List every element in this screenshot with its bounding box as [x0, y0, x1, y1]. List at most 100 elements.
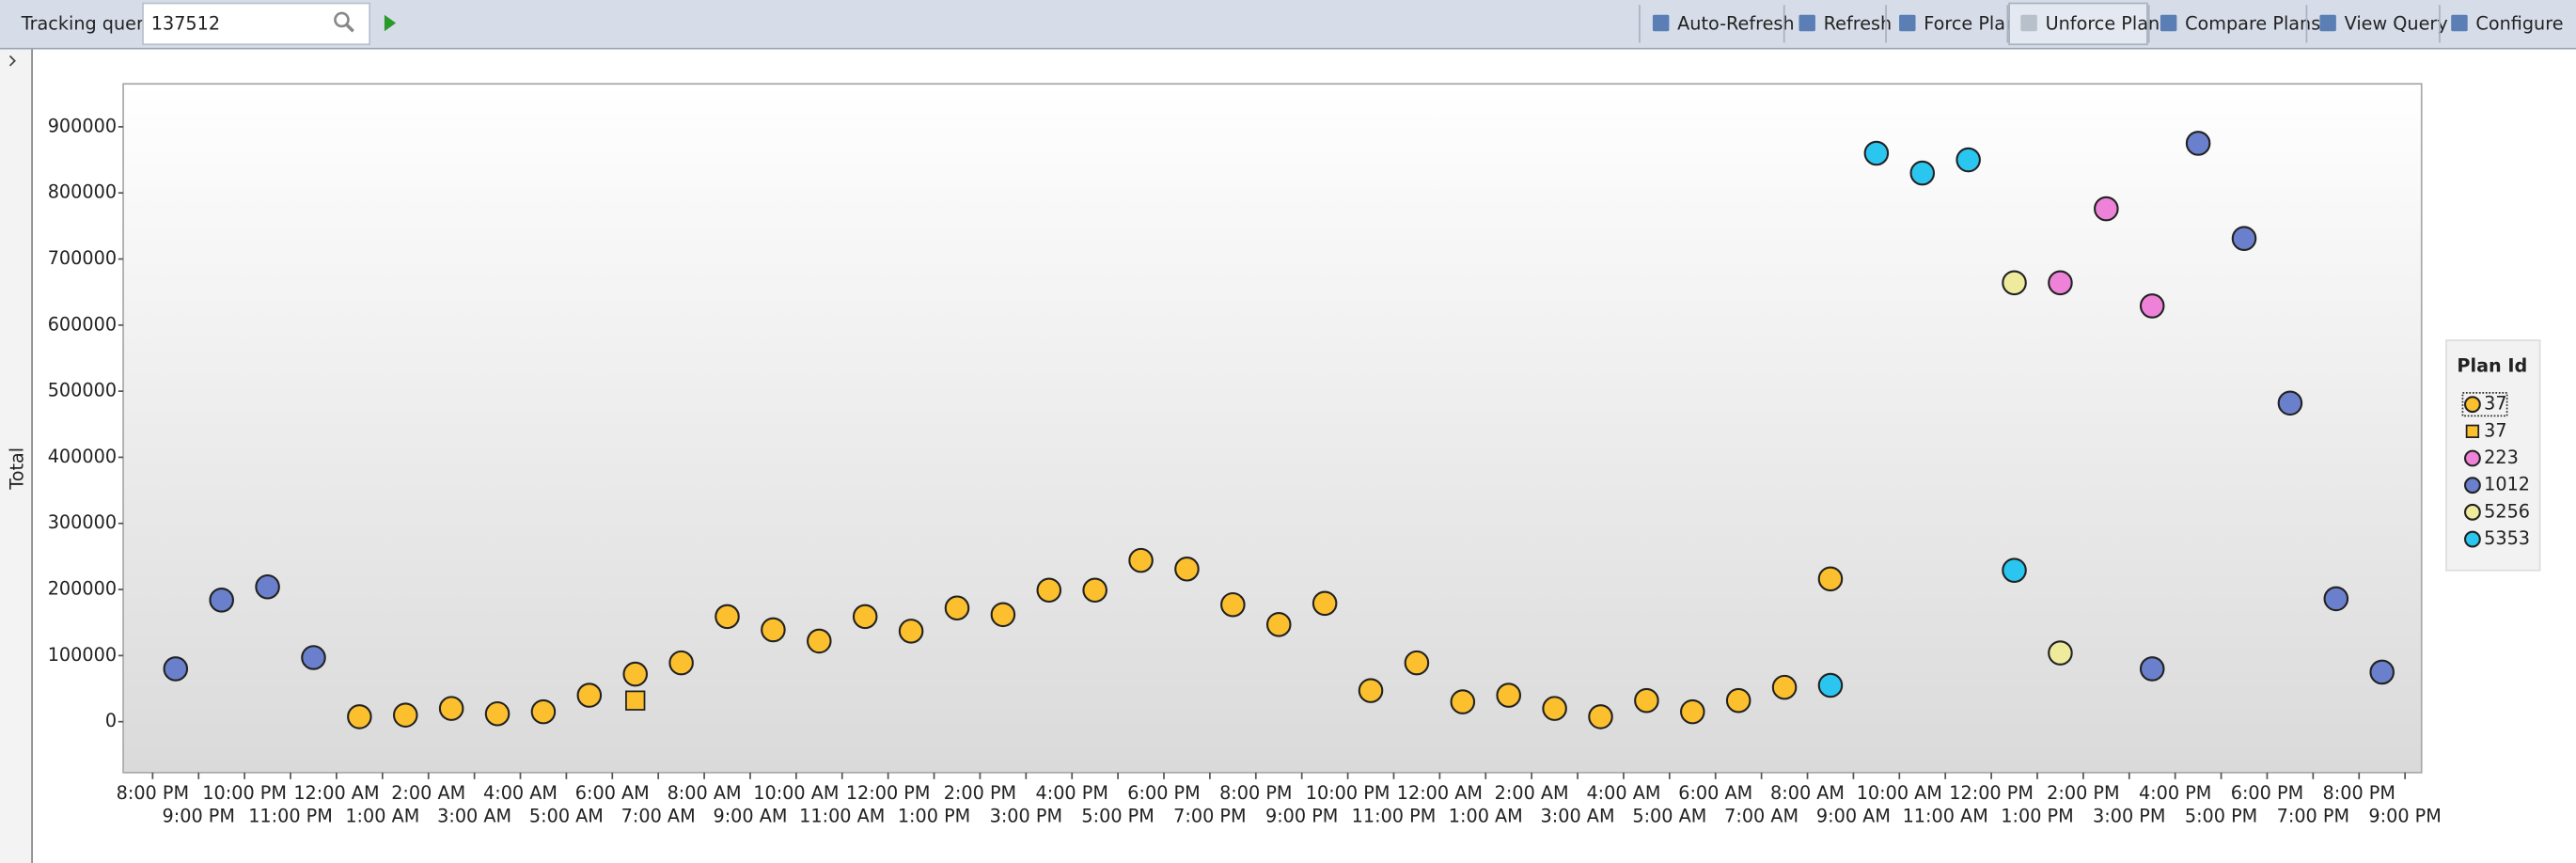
legend-marker	[2463, 396, 2481, 414]
point	[1036, 577, 1062, 604]
search-icon[interactable]	[334, 11, 354, 33]
x-tick-label: 7:00 PM	[1173, 806, 1246, 827]
point	[2139, 293, 2165, 319]
legend-entry: 37	[2484, 393, 2506, 415]
x-tick-label: 2:00 PM	[2047, 782, 2119, 804]
legend-selection	[2461, 392, 2508, 417]
expand-button[interactable]	[8, 55, 16, 67]
point	[2139, 656, 2165, 682]
point	[2094, 196, 2119, 222]
toolbar-button[interactable]: View Query	[2345, 13, 2448, 35]
x-tick-label: 10:00 AM	[1857, 782, 1942, 804]
legend-entry: 5256	[2484, 500, 2530, 522]
legend-marker	[2463, 449, 2481, 467]
x-tick-label: 12:00 AM	[293, 782, 379, 804]
x-tick-label: 10:00 AM	[753, 782, 839, 804]
button-icon	[2160, 14, 2177, 32]
point	[761, 617, 786, 643]
legend-marker	[2463, 503, 2481, 521]
y-tick-label: 600000	[48, 313, 117, 335]
y-tick-label: 900000	[48, 115, 117, 136]
x-tick-label: 6:00 AM	[575, 782, 650, 804]
x-tick-label: 5:00 PM	[1081, 806, 1154, 827]
point	[392, 702, 418, 728]
x-tick-label: 9:00 AM	[1816, 806, 1891, 827]
legend-title: Plan Id	[2457, 354, 2527, 376]
x-tick-label: 10:00 PM	[202, 782, 287, 804]
toolbar-button[interactable]: Configure	[2475, 13, 2563, 35]
x-tick-label: 9:00 PM	[163, 806, 235, 827]
button-icon	[2451, 14, 2468, 32]
x-tick-label: 6:00 PM	[1127, 782, 1200, 804]
x-tick-label: 6:00 PM	[2231, 782, 2303, 804]
x-tick-label: 8:00 PM	[1219, 782, 1292, 804]
y-axis-title: Total	[7, 447, 28, 491]
point	[1542, 696, 1567, 721]
point	[1680, 698, 1705, 725]
x-tick-label: 12:00 PM	[846, 782, 931, 804]
x-tick-label: 9:00 AM	[713, 806, 787, 827]
x-tick-label: 1:00 AM	[345, 806, 419, 827]
toolbar-button[interactable]: Compare Plans	[2185, 13, 2320, 35]
point	[1725, 687, 1751, 714]
point	[2231, 226, 2257, 251]
button-icon	[1899, 14, 1916, 32]
x-tick-label: 4:00 PM	[2139, 782, 2211, 804]
point	[255, 573, 280, 600]
button-icon	[1652, 14, 1670, 32]
y-tick-label: 800000	[48, 181, 117, 203]
x-tick-label: 7:00 PM	[2277, 806, 2349, 827]
point	[1817, 566, 1844, 592]
x-tick-label: 12:00 AM	[1397, 782, 1483, 804]
y-tick-label: 200000	[48, 578, 117, 600]
point	[807, 628, 832, 654]
x-tick-label: 4:00 AM	[1586, 782, 1660, 804]
point	[1174, 556, 1200, 582]
toolbar-button[interactable]: Unforce Plan	[2046, 13, 2160, 35]
y-tick-label: 500000	[48, 380, 117, 401]
x-tick-label: 5:00 AM	[529, 806, 604, 827]
point	[2323, 586, 2349, 612]
legend-marker	[2465, 424, 2480, 438]
point	[1128, 547, 1154, 573]
x-tick-label: 2:00 AM	[1495, 782, 1569, 804]
toolbar-button[interactable]: Refresh	[1824, 13, 1893, 35]
legend-entry: 37	[2484, 419, 2506, 441]
point	[990, 602, 1016, 628]
button-icon	[2319, 14, 2336, 32]
x-tick-label: 11:00 AM	[799, 806, 885, 827]
query-text[interactable]: 137512	[151, 13, 220, 35]
button-icon	[2020, 14, 2037, 32]
point	[1634, 687, 1659, 714]
point	[2048, 270, 2073, 296]
x-tick-label: 10:00 PM	[1306, 782, 1390, 804]
y-tick-label: 300000	[48, 511, 117, 533]
query-input[interactable]	[142, 2, 371, 46]
point	[2277, 390, 2303, 416]
x-tick-label: 6:00 AM	[1678, 782, 1752, 804]
toolbar-button[interactable]: Auto-Refresh	[1677, 13, 1794, 35]
x-tick-label: 2:00 AM	[391, 782, 465, 804]
point	[163, 656, 189, 682]
point	[1312, 590, 1338, 617]
x-tick-label: 1:00 AM	[1449, 806, 1523, 827]
x-tick-label: 11:00 AM	[1903, 806, 1988, 827]
point	[347, 704, 372, 730]
run-button[interactable]	[384, 14, 397, 32]
legend-entry: 5353	[2484, 527, 2530, 549]
legend-entry: 223	[2484, 447, 2519, 468]
point	[1082, 577, 1107, 604]
point	[1588, 704, 1613, 730]
x-tick-label: 7:00 AM	[1724, 806, 1798, 827]
y-tick-label: 700000	[48, 247, 117, 269]
plot-area	[122, 83, 2423, 774]
toolbar-button[interactable]: Force Plan	[1924, 13, 2017, 35]
point	[1496, 683, 1521, 708]
x-tick-label: 9:00 PM	[2368, 806, 2441, 827]
x-tick-label: 8:00 AM	[668, 782, 742, 804]
legend-marker	[2463, 530, 2481, 548]
x-tick-label: 8:00 PM	[2323, 782, 2395, 804]
x-tick-label: 11:00 PM	[248, 806, 333, 827]
point	[576, 683, 603, 708]
